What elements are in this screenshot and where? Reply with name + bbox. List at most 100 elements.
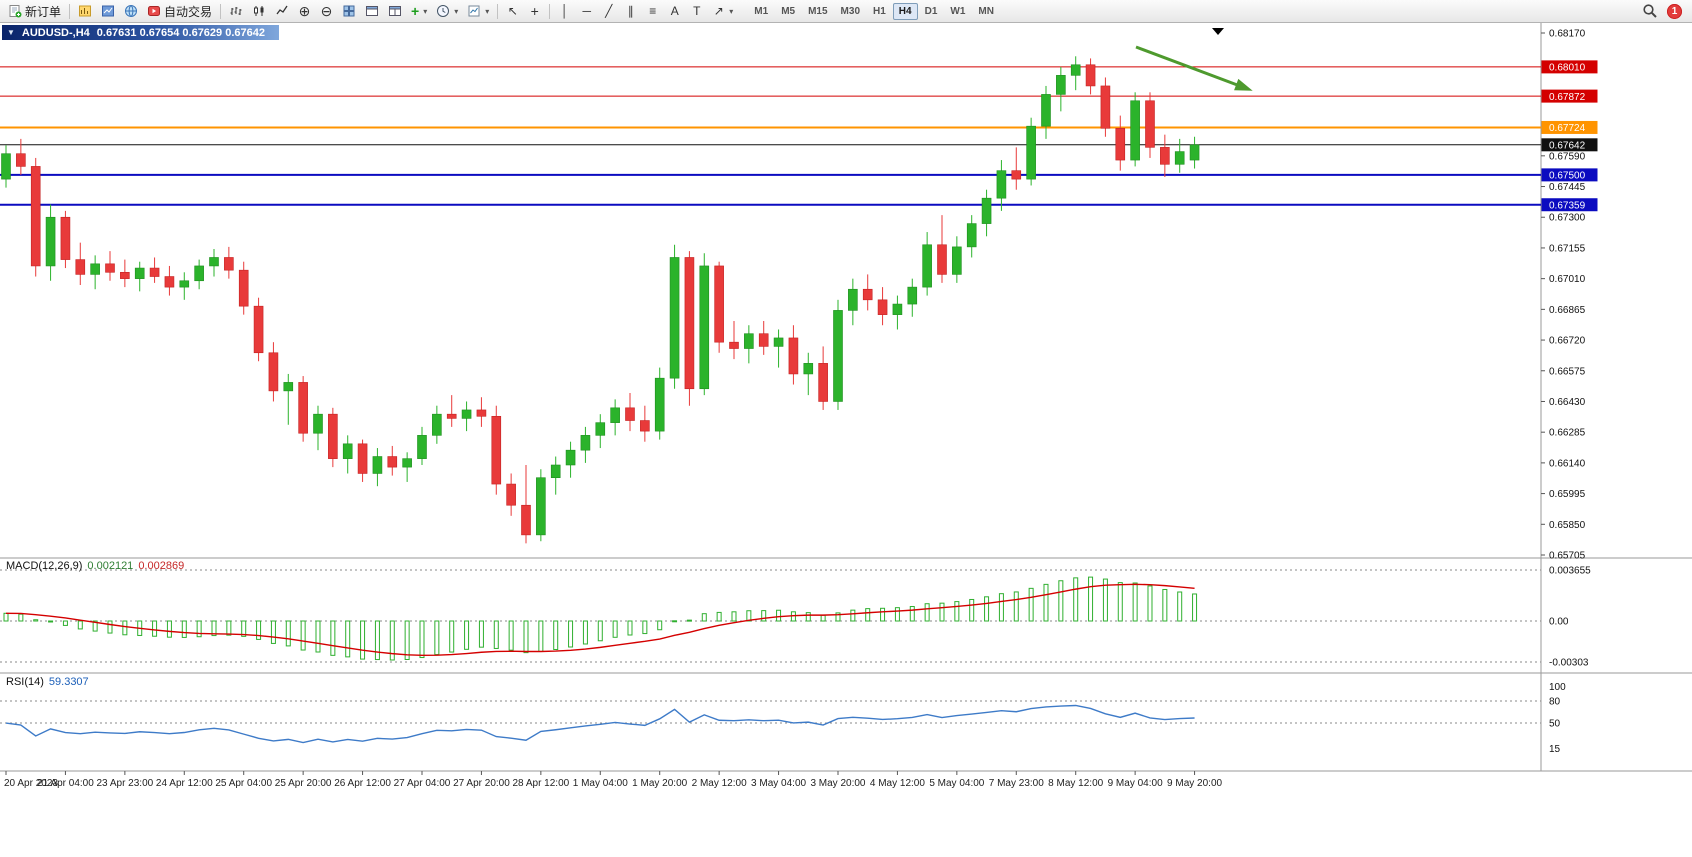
vertical-line-tool-button[interactable]: │ — [554, 1, 575, 22]
timeframe-button-w1[interactable]: W1 — [950, 5, 966, 17]
svg-text:0.00: 0.00 — [1549, 617, 1569, 628]
horizontal-line-tool-button[interactable]: ─ — [576, 1, 597, 22]
toolbar-separator — [220, 3, 222, 19]
zoom-out-icon: ⊖ — [320, 2, 333, 19]
split-windows-button[interactable] — [384, 1, 406, 22]
main-toolbar: 新订单 自动交易 ⊕ ⊖ + ▾ ▾ ▾ ↖ — [0, 0, 1692, 23]
data-window-icon — [102, 5, 115, 17]
timeframe-button-m15[interactable]: M15 — [808, 5, 828, 17]
timeframe-button-m5[interactable]: M5 — [781, 5, 796, 17]
timeframe-button-m1[interactable]: M1 — [754, 5, 769, 17]
svg-text:0.66575: 0.66575 — [1549, 366, 1586, 377]
svg-text:0.66865: 0.66865 — [1549, 305, 1586, 316]
notification-badge[interactable]: 1 — [1667, 3, 1682, 19]
templates-button[interactable]: ▾ — [463, 1, 493, 22]
periods-button[interactable]: ▾ — [432, 1, 462, 22]
zoom-in-button[interactable]: ⊕ — [294, 1, 315, 22]
text-tool-button[interactable]: A — [664, 1, 685, 22]
data-window-button[interactable] — [97, 1, 119, 22]
label-tool-button[interactable]: T — [686, 1, 707, 22]
scroll-marker-icon[interactable] — [1212, 28, 1224, 35]
arrow-tool-icon: ↗ — [713, 3, 724, 18]
svg-text:0.67872: 0.67872 — [1549, 92, 1586, 103]
svg-text:9 May 04:00: 9 May 04:00 — [1108, 778, 1163, 789]
chevron-down-icon: ▾ — [729, 6, 734, 16]
svg-text:0.68170: 0.68170 — [1549, 29, 1586, 40]
svg-text:0.67359: 0.67359 — [1549, 200, 1586, 211]
globe-icon — [125, 5, 138, 17]
indicators-button[interactable]: + ▾ — [407, 1, 431, 22]
channel-icon: ∥ — [627, 3, 634, 18]
chevron-down-icon: ▾ — [454, 6, 459, 16]
svg-text:25 Apr 20:00: 25 Apr 20:00 — [275, 778, 332, 789]
svg-text:0.66720: 0.66720 — [1549, 336, 1586, 347]
svg-text:2 May 12:00: 2 May 12:00 — [692, 778, 747, 789]
candlestick-chart-button[interactable] — [248, 1, 270, 22]
line-chart-icon — [276, 5, 288, 15]
tile-windows-button[interactable] — [338, 1, 360, 22]
clock-icon — [437, 5, 450, 17]
chart-area[interactable]: 0.68170 0.67590 0.67445 0.67300 0.67155 0.670… — [0, 23, 1692, 857]
macd-pane: 0.003655 0.00 -0.00303 — [0, 566, 1591, 669]
candlesticks — [1, 56, 1200, 544]
crosshair-button[interactable]: + — [524, 1, 545, 22]
template-icon — [468, 5, 480, 17]
trendline-icon: ╱ — [605, 3, 613, 18]
arrows-tool-button[interactable]: ↗ ▾ — [708, 1, 737, 22]
svg-text:0.65705: 0.65705 — [1549, 551, 1586, 562]
svg-text:27 Apr 04:00: 27 Apr 04:00 — [394, 778, 451, 789]
svg-text:4 May 12:00: 4 May 12:00 — [870, 778, 925, 789]
window-icon — [366, 6, 379, 16]
macd-signal-value: 0.002869 — [138, 560, 185, 572]
chart-window-title[interactable]: ▼ AUDUSD-,H4 0.67631 0.67654 0.67629 0.6… — [2, 25, 279, 40]
svg-text:0.67300: 0.67300 — [1549, 213, 1586, 224]
svg-text:25 Apr 04:00: 25 Apr 04:00 — [215, 778, 272, 789]
autotrading-icon — [148, 6, 161, 16]
bar-chart-button[interactable] — [225, 1, 247, 22]
autotrading-button[interactable]: 自动交易 — [143, 1, 216, 22]
svg-text:0.67500: 0.67500 — [1549, 171, 1586, 182]
svg-text:15: 15 — [1549, 744, 1561, 755]
fibonacci-icon: ≡ — [649, 3, 657, 18]
fibonacci-tool-button[interactable]: ≡ — [642, 1, 663, 22]
market-watch-icon — [79, 5, 92, 17]
svg-text:28 Apr 12:00: 28 Apr 12:00 — [512, 778, 569, 789]
trendline-tool-button[interactable]: ╱ — [598, 1, 619, 22]
rsi-line — [5, 704, 1195, 744]
cascade-windows-button[interactable] — [361, 1, 383, 22]
timeframe-button-d1[interactable]: D1 — [924, 5, 938, 17]
svg-text:0.66285: 0.66285 — [1549, 428, 1586, 439]
new-order-button[interactable]: 新订单 — [4, 1, 65, 22]
trend-arrow-annotation[interactable] — [1135, 45, 1253, 91]
rsi-name: RSI(14) — [6, 676, 44, 688]
timeframe-button-h4[interactable]: H4 — [892, 2, 918, 20]
split-window-icon — [389, 6, 402, 16]
svg-text:0.003655: 0.003655 — [1549, 566, 1591, 577]
cursor-icon: ↖ — [507, 3, 518, 18]
tile-windows-icon — [343, 5, 355, 17]
timeframe-button-h1[interactable]: H1 — [873, 5, 886, 17]
svg-text:20 Apr 2023: 20 Apr 2023 — [4, 778, 58, 789]
search-icon — [1643, 4, 1657, 18]
svg-text:3 May 04:00: 3 May 04:00 — [751, 778, 806, 789]
timeframe-button-mn[interactable]: MN — [978, 5, 994, 17]
price-chart-canvas: 0.68170 0.67590 0.67445 0.67300 0.67155 0.670… — [0, 23, 1692, 789]
vertical-line-icon: │ — [561, 3, 569, 18]
svg-text:1 May 20:00: 1 May 20:00 — [632, 778, 687, 789]
rsi-indicator-label: RSI(14) 59.3307 — [6, 676, 89, 688]
zoom-out-button[interactable]: ⊖ — [316, 1, 337, 22]
svg-text:0.65995: 0.65995 — [1549, 489, 1586, 500]
svg-text:0.66430: 0.66430 — [1549, 397, 1586, 408]
search-button[interactable] — [1638, 1, 1662, 22]
line-chart-button[interactable] — [271, 1, 293, 22]
cursor-button[interactable]: ↖ — [502, 1, 523, 22]
level-lines[interactable]: 0.68010 0.67872 0.67724 0.67642 0.67500 0.673… — [0, 60, 1598, 211]
toolbar-separator — [497, 3, 499, 19]
market-watch-button[interactable] — [74, 1, 96, 22]
svg-text:0.66140: 0.66140 — [1549, 458, 1586, 469]
svg-text:8 May 12:00: 8 May 12:00 — [1048, 778, 1103, 789]
timeframe-button-m30[interactable]: M30 — [840, 5, 860, 17]
navigator-button[interactable] — [120, 1, 142, 22]
svg-text:1 May 04:00: 1 May 04:00 — [573, 778, 628, 789]
channel-tool-button[interactable]: ∥ — [620, 1, 641, 22]
